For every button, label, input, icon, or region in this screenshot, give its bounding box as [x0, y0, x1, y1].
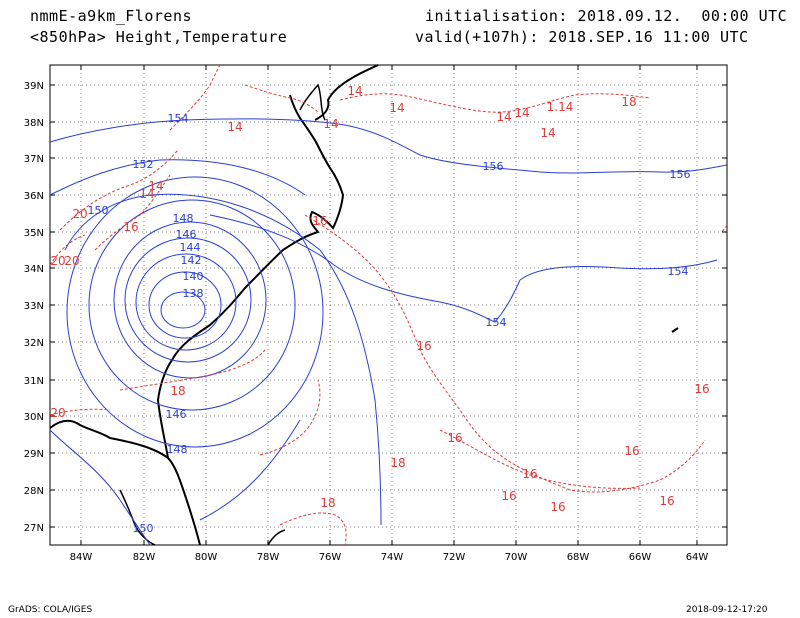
footer-credit: GrADS: COLA/IGES — [8, 605, 93, 615]
lon-label: 70W — [505, 552, 528, 563]
lon-label: 74W — [381, 552, 404, 563]
grid-lines — [50, 65, 727, 545]
height-label: 142 — [181, 254, 202, 267]
temperature-label: 16 — [522, 467, 537, 481]
lat-label: 31N — [24, 376, 44, 387]
temperature-label: 16 — [123, 220, 138, 234]
lat-label: 35N — [24, 228, 44, 239]
temperature-label: 18 — [390, 456, 405, 470]
temperature-label: 18 — [621, 95, 636, 109]
temperature-label: 14 — [514, 106, 529, 120]
height-label: 138 — [183, 287, 204, 300]
lat-label: 28N — [24, 486, 44, 497]
temperature-label: 16 — [501, 489, 516, 503]
height-label: 146 — [166, 408, 187, 421]
temperature-label: 20 — [50, 254, 65, 268]
height-label: 146 — [176, 228, 197, 241]
init-time: initialisation: 2018.09.12. 00:00 UTC — [425, 7, 788, 25]
level-title: <850hPa> Height,Temperature — [30, 28, 288, 46]
temperature-label: 16 — [550, 500, 565, 514]
lon-label: 68W — [567, 552, 590, 563]
footer-timestamp: 2018-09-12-17:20 — [686, 605, 768, 615]
lat-label: 36N — [24, 191, 44, 202]
temperature-label: 20 — [50, 406, 65, 420]
height-label: 144 — [180, 241, 201, 254]
temperature-label: 14 — [496, 110, 511, 124]
height-label: 156 — [483, 160, 504, 173]
temperature-label: 16 — [416, 339, 431, 353]
lon-label: 82W — [133, 552, 156, 563]
temperature-label: 14 — [227, 120, 242, 134]
lon-label: 72W — [443, 552, 466, 563]
temperature-contours — [49, 64, 728, 546]
height-label: 154 — [668, 265, 689, 278]
temperature-label: 20 — [72, 207, 87, 221]
model-title: nmmE-a9km_Florens — [30, 7, 193, 25]
height-label: 148 — [167, 443, 188, 456]
lon-label: 84W — [70, 552, 93, 563]
axis-ticks: 39N 38N 37N 36N 35N 34N 33N 32N 31N 30N 29N 28N 27N 8… — [24, 65, 727, 563]
height-label: 154 — [168, 112, 189, 125]
temperature-label: 18 — [320, 496, 335, 510]
lon-label: 80W — [195, 552, 218, 563]
temperature-label: 14 — [389, 101, 404, 115]
height-label: 154 — [486, 316, 507, 329]
temperature-label: 14 — [139, 187, 154, 201]
temperature-label: 20 — [64, 254, 79, 268]
height-label: 152 — [133, 158, 154, 171]
lon-label: 76W — [319, 552, 342, 563]
temperature-label: 14 — [347, 84, 362, 98]
height-label: 140 — [183, 270, 204, 283]
height-label: 148 — [173, 212, 194, 225]
lat-label: 37N — [24, 154, 44, 165]
height-label: 156 — [670, 168, 691, 181]
temperature-label: 16 — [447, 431, 462, 445]
lat-label: 27N — [24, 523, 44, 534]
temperature-label: 16 — [694, 382, 709, 396]
temperature-label: 14 — [540, 126, 555, 140]
temperature-label: 1.14 — [547, 100, 574, 114]
height-labels: 1541521501481461441421401381561561541541… — [88, 112, 691, 535]
height-label: 150 — [133, 522, 154, 535]
height-label: 150 — [88, 204, 109, 217]
height-contours — [49, 118, 728, 546]
valid-time: valid(+107h): 2018.SEP.16 11:00 UTC — [415, 28, 749, 46]
lat-label: 38N — [24, 118, 44, 129]
map-frame — [49, 64, 728, 546]
temperature-label: 18 — [170, 384, 185, 398]
lat-label: 39N — [24, 81, 44, 92]
lon-label: 64W — [686, 552, 709, 563]
temperature-label: 16 — [624, 444, 639, 458]
temperature-label: 16 — [659, 494, 674, 508]
coastline — [49, 64, 679, 546]
lon-label: 66W — [629, 552, 652, 563]
lat-label: 33N — [24, 301, 44, 312]
lat-label: 34N — [24, 264, 44, 275]
lat-label: 30N — [24, 412, 44, 423]
lat-label: 29N — [24, 449, 44, 460]
temperature-label: 14 — [148, 179, 163, 193]
lon-label: 78W — [257, 552, 280, 563]
temperature-label: 14 — [323, 117, 338, 131]
lat-label: 32N — [24, 338, 44, 349]
temperature-label: 16 — [312, 214, 327, 228]
